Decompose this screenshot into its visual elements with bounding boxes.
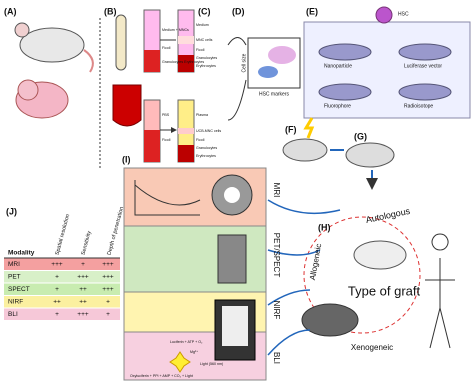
table-header: Spatial resolution — [55, 214, 72, 256]
modality-label: MRI — [272, 183, 281, 198]
table-cell: ++ — [79, 286, 87, 293]
table-cell: + — [106, 311, 110, 318]
table-cell: +++ — [102, 261, 114, 268]
tube-label: Granulocytes — [196, 146, 217, 150]
graft-title: Type of graft — [348, 283, 421, 298]
label-type: Fluorophore — [324, 103, 351, 109]
table-cell: BLI — [8, 311, 18, 318]
modality-label: BLI — [272, 352, 281, 364]
tube-label: Medium — [196, 23, 209, 27]
reaction-text: Luciferin + ATP + O₂ — [170, 340, 203, 344]
graft-type: Allogeneic — [308, 243, 323, 281]
panel-label: (D) — [232, 6, 245, 16]
tube-label: Erythrocytes — [196, 154, 216, 158]
table-row — [4, 308, 120, 320]
tube-label: Ficoll — [162, 138, 171, 142]
table-cell: SPECT — [8, 286, 30, 293]
reaction-text: Light (560 nm) — [200, 362, 223, 366]
tube-label: Ficoll — [196, 48, 205, 52]
table-cell: ++ — [53, 298, 61, 305]
table-row — [4, 283, 120, 295]
table-cell: + — [55, 286, 59, 293]
tube-label: Granulocytes — [196, 56, 217, 60]
table-cell: +++ — [102, 273, 114, 280]
panel-label: (C) — [198, 6, 211, 16]
table-cell: ++ — [79, 298, 87, 305]
modality-label: PET/SPECT — [272, 233, 281, 278]
graft-type: Xenogeneic — [351, 343, 393, 352]
table-header: Modality — [8, 250, 35, 257]
panel-label: (H) — [318, 222, 331, 232]
graft-type: Autologous — [365, 206, 412, 225]
table-cell: MRI — [8, 261, 20, 268]
panel-label: (J) — [6, 206, 17, 216]
table-row — [4, 258, 120, 270]
table-row — [4, 296, 120, 308]
table-cell: + — [55, 273, 59, 280]
label-type: Nanoparticle — [324, 63, 352, 69]
comparison-table: Modality Spatial resolution Sensitivity Dep… — [4, 206, 125, 320]
axis-label: HSC markers — [259, 91, 290, 97]
panel-label: (A) — [4, 6, 17, 16]
table-header: Sensitivity — [81, 230, 93, 256]
panel-label: (I) — [122, 154, 131, 164]
table-header: Depth of penetration — [107, 206, 126, 256]
table-cell: PET — [8, 273, 21, 280]
tube-label: UCB-MNC cells — [196, 129, 221, 133]
panel-label: (G) — [354, 131, 367, 141]
tube-label: Medium + MNCs — [162, 28, 189, 32]
reaction-text: Mg²⁺ — [190, 350, 198, 354]
tube-label: MNC cells — [196, 38, 213, 42]
table-cell: +++ — [77, 273, 89, 280]
table-cell: +++ — [102, 286, 114, 293]
tube-label: Ficoll — [162, 46, 171, 50]
tube-label: Granulocytes Erythrocytes — [162, 60, 204, 64]
panel-label: (F) — [285, 124, 297, 134]
tube-label: Erythrocytes — [196, 64, 216, 68]
panel-label: (E) — [306, 6, 318, 16]
modality-label: NIRF — [272, 301, 281, 320]
table-cell: +++ — [51, 261, 63, 268]
tube-label: PBS — [162, 113, 170, 117]
axis-label: Cell size — [241, 53, 247, 72]
table-cell: + — [81, 261, 85, 268]
table-cell: + — [106, 298, 110, 305]
reaction-text: Oxyluciferin + PPi + AMP + CO₂ + Light — [130, 374, 193, 378]
cell-label: HSC — [398, 11, 409, 17]
table-cell: +++ — [77, 311, 89, 318]
table-row — [4, 271, 120, 283]
panel-label: (B) — [104, 6, 117, 16]
artwork — [14, 6, 471, 381]
label-type: Radioisotope — [404, 103, 433, 109]
label-type: Luciferase vector — [404, 63, 442, 69]
table-cell: NIRF — [8, 298, 23, 305]
tube-label: Plasma — [196, 113, 208, 117]
table-cell: + — [55, 311, 59, 318]
tube-label: Ficoll — [196, 138, 205, 142]
